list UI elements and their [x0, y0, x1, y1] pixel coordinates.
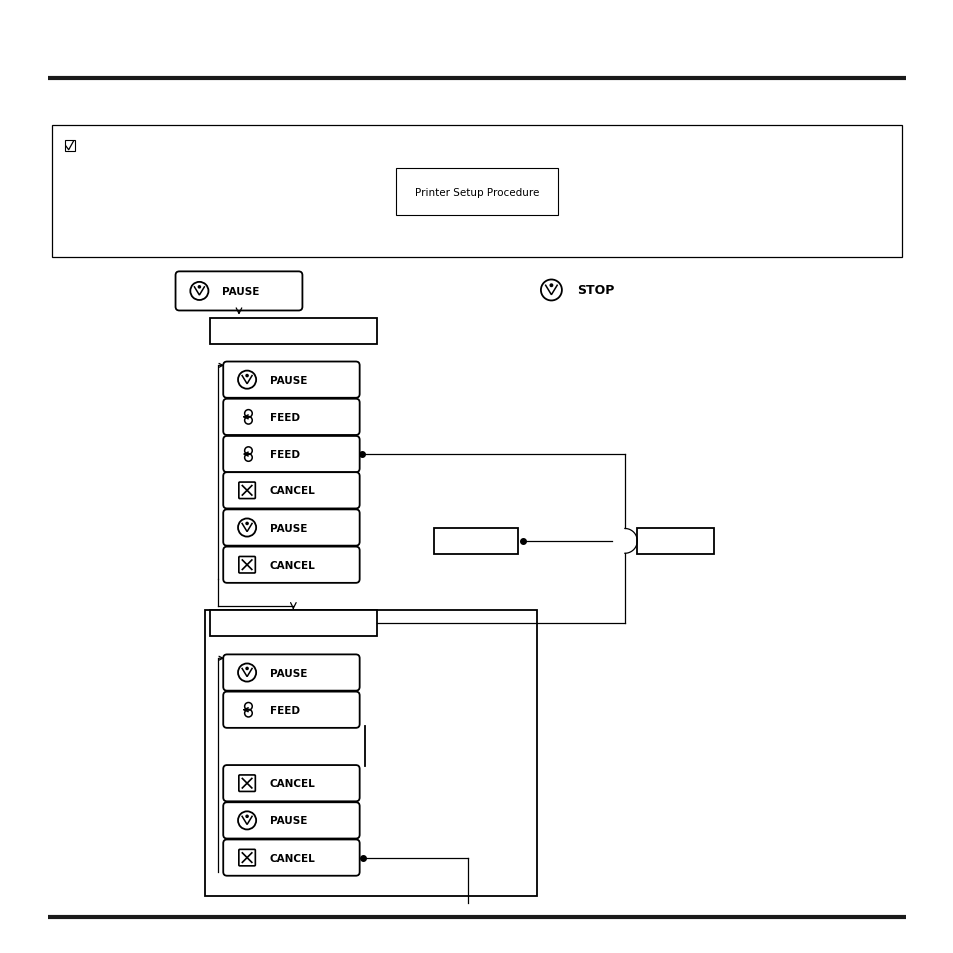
- Text: PAUSE: PAUSE: [222, 287, 259, 296]
- Circle shape: [246, 375, 248, 377]
- Text: CANCEL: CANCEL: [270, 560, 315, 570]
- Text: PAUSE: PAUSE: [270, 375, 307, 385]
- Text: PAUSE: PAUSE: [270, 816, 307, 825]
- FancyBboxPatch shape: [238, 482, 255, 499]
- Circle shape: [246, 523, 248, 525]
- Circle shape: [246, 668, 248, 670]
- Text: CANCEL: CANCEL: [270, 486, 315, 496]
- FancyBboxPatch shape: [223, 692, 359, 728]
- FancyBboxPatch shape: [175, 273, 302, 312]
- FancyBboxPatch shape: [223, 802, 359, 839]
- FancyBboxPatch shape: [223, 362, 359, 398]
- FancyBboxPatch shape: [223, 840, 359, 876]
- Circle shape: [198, 287, 200, 289]
- FancyBboxPatch shape: [210, 318, 376, 345]
- FancyBboxPatch shape: [223, 436, 359, 473]
- Text: CANCEL: CANCEL: [270, 779, 315, 788]
- Circle shape: [550, 285, 552, 287]
- Text: FEED: FEED: [270, 450, 299, 459]
- FancyBboxPatch shape: [223, 547, 359, 583]
- Text: PAUSE: PAUSE: [270, 523, 307, 533]
- FancyBboxPatch shape: [223, 510, 359, 546]
- FancyBboxPatch shape: [65, 141, 75, 152]
- FancyBboxPatch shape: [223, 765, 359, 801]
- Text: PAUSE: PAUSE: [270, 668, 307, 678]
- FancyBboxPatch shape: [434, 528, 517, 555]
- FancyBboxPatch shape: [223, 399, 359, 436]
- FancyBboxPatch shape: [210, 610, 376, 637]
- FancyBboxPatch shape: [223, 473, 359, 509]
- Text: FEED: FEED: [270, 705, 299, 715]
- Circle shape: [246, 816, 248, 818]
- Text: Printer Setup Procedure: Printer Setup Procedure: [415, 188, 538, 197]
- FancyBboxPatch shape: [238, 557, 255, 574]
- FancyBboxPatch shape: [223, 655, 359, 691]
- FancyBboxPatch shape: [238, 775, 255, 792]
- FancyBboxPatch shape: [238, 849, 255, 866]
- Text: STOP: STOP: [577, 284, 614, 297]
- Text: CANCEL: CANCEL: [270, 853, 315, 862]
- FancyBboxPatch shape: [52, 126, 901, 257]
- Text: FEED: FEED: [270, 413, 299, 422]
- FancyBboxPatch shape: [637, 528, 713, 555]
